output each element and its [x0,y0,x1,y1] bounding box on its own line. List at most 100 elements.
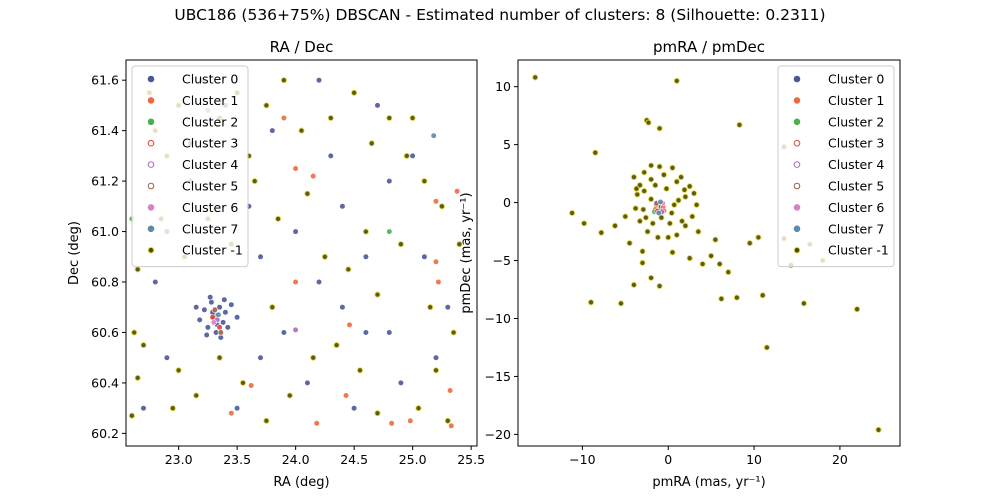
radec-point-series-1 [292,278,299,286]
pm-point-series-8 [532,74,539,81]
radec-point-series-0 [421,253,428,260]
radec-legend-label: Cluster 5 [182,179,238,194]
radec-point-series-0 [221,296,228,303]
pm-point-series-8 [673,77,680,84]
radec-point-series-0 [163,354,170,361]
pm-point-series-8 [708,252,715,259]
pm-point-series-8 [656,125,663,132]
radec-point-series-0 [257,253,264,260]
radec-legend-label: Cluster 3 [182,136,238,151]
radec-point-series-8 [216,354,223,361]
pm-point-series-8 [746,240,753,247]
radec-point-series-0 [216,304,223,311]
pm-frame [517,59,901,447]
radec-xtick-label: 25.0 [399,452,427,467]
radec-legend-label: Cluster 2 [182,114,238,129]
radec-point-series-8 [374,291,381,298]
pm-point-series-8 [642,214,649,221]
pm-point-series-8 [592,149,599,156]
radec-point-series-1 [432,258,440,265]
pm-point-series-8 [759,292,766,299]
pm-legend-marker [793,118,801,126]
radec-point-series-1 [447,387,454,394]
pm-legend-label: Cluster 4 [828,157,884,172]
pm-ytick-label: −15 [485,369,511,384]
pm-xtick-label: 10 [746,452,762,467]
radec-point-series-3 [216,324,223,331]
radec-ytick-label: 61.0 [91,224,119,239]
radec-point-series-1 [435,278,442,286]
radec-point-series-0 [257,354,264,361]
radec-legend-marker [147,246,155,254]
pm-point-series-8 [626,240,633,247]
radec-point-series-8 [421,178,428,185]
pm-ytick-label: 10 [495,79,511,94]
radec-point-series-0 [269,127,276,134]
pm-point-series-8 [641,187,648,195]
radec-legend-label: Cluster 6 [182,200,238,215]
radec-legend-marker [147,161,155,168]
pm-point-series-8 [648,176,655,183]
pm-point-series-8 [669,164,676,171]
pm-xtick-label: −10 [569,452,595,467]
radec-point-series-0 [224,324,231,331]
pm-point-series-8 [736,121,743,128]
radec-xtick-label: 25.5 [457,452,485,467]
radec-point-series-8 [397,241,404,248]
radec-point-series-1 [407,417,414,424]
pm-point-series-8 [666,220,673,227]
pm-point-series-8 [681,186,688,193]
pm-point-series-7 [655,209,662,217]
radec-point-series-0 [386,329,393,336]
pm-legend-label: Cluster 1 [828,93,884,108]
pm-point-series-8 [718,295,725,302]
radec-legend-marker [147,75,155,83]
radec-point-series-0 [339,203,346,210]
pm-legend-label: Cluster 7 [828,221,884,236]
pm-point-series-8 [648,274,655,281]
radec-point-series-8 [193,392,200,399]
radec-point-series-8 [304,190,311,197]
pm-point-series-8 [648,196,655,203]
pm-point-series-8 [639,259,646,266]
pm-point-series-8 [678,218,686,225]
radec-point-series-0 [315,77,323,84]
pm-ytick-label: −20 [485,427,511,442]
pm-point-series-8 [755,234,762,241]
radec-point-series-8 [427,304,434,311]
pm-legend-label: Cluster 3 [828,136,884,151]
pm-point-series-8 [656,282,663,290]
radec-legend-label: Cluster 7 [182,221,238,236]
radec-point-series-8 [169,405,176,412]
pm-point-series-8 [800,300,807,307]
pm-point-series-8 [712,236,719,243]
radec-legend-marker [147,118,155,126]
radec-point-series-8 [432,367,440,374]
radec-point-series-0 [140,405,147,412]
radec-legend-label: Cluster 1 [182,93,238,108]
pm-legend-marker [793,139,801,147]
radec-point-series-0 [208,299,215,306]
radec-point-series-8 [333,342,340,349]
pm-point-series-8 [763,344,770,351]
pm-point-series-8 [636,218,643,225]
radec-point-series-8 [438,203,445,210]
radec-point-series-8 [356,367,364,374]
radec-legend-box [131,65,249,268]
radec-point-series-0 [397,379,405,387]
radec-point-series-8 [374,410,381,417]
radec-point-series-8 [239,379,247,386]
pm-legend-label: Cluster 2 [828,114,884,129]
pm-legend-marker [793,182,801,190]
pm-point-series-8 [695,228,702,235]
radec-point-series-8 [386,114,393,122]
pm-point-series-8 [587,299,595,306]
pm-point-series-8 [648,162,655,169]
radec-point-series-0 [362,253,370,260]
radec-point-series-1 [448,422,455,429]
pm-point-series-8 [652,182,659,189]
radec-point-series-1 [388,420,395,427]
radec-point-series-8 [362,228,369,235]
pm-point-series-8 [622,213,629,220]
